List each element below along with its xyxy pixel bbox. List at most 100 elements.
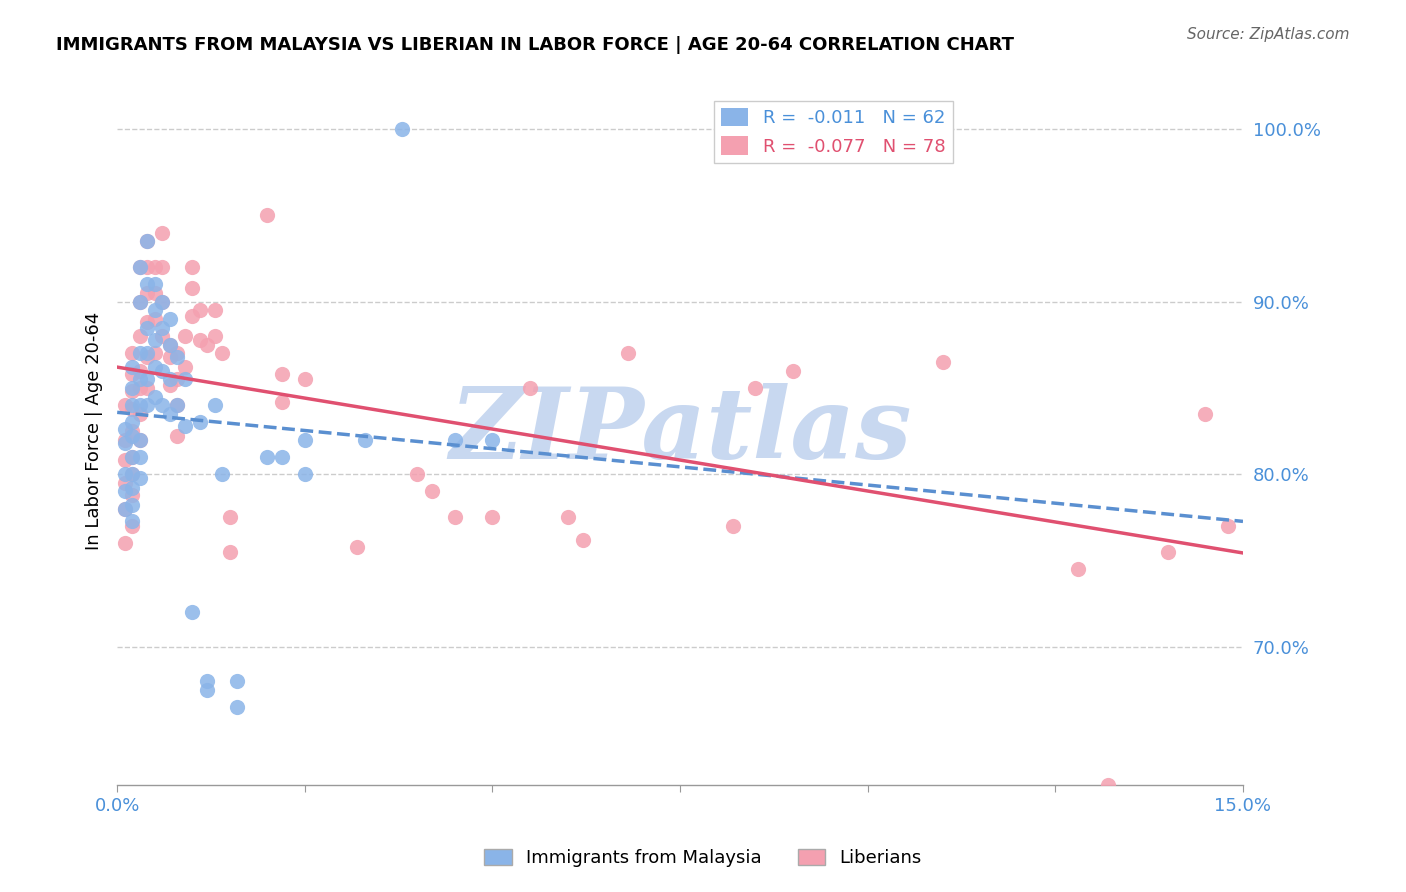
Immigrants from Malaysia — [181, 605, 204, 619]
Immigrants from Malaysia — [121, 450, 143, 464]
Liberians — [188, 303, 211, 318]
Immigrants from Malaysia — [150, 320, 173, 334]
Liberians — [557, 510, 579, 524]
Liberians — [932, 355, 955, 369]
Immigrants from Malaysia — [271, 450, 294, 464]
Immigrants from Malaysia — [226, 674, 249, 689]
Liberians — [181, 309, 204, 323]
Y-axis label: In Labor Force | Age 20-64: In Labor Force | Age 20-64 — [86, 312, 103, 550]
Liberians — [121, 384, 143, 399]
Immigrants from Malaysia — [166, 398, 188, 412]
Immigrants from Malaysia — [136, 398, 159, 412]
Liberians — [136, 381, 159, 395]
Immigrants from Malaysia — [150, 294, 173, 309]
Liberians — [406, 467, 429, 482]
Immigrants from Malaysia — [121, 498, 143, 512]
Liberians — [128, 364, 150, 378]
Liberians — [188, 333, 211, 347]
Liberians — [128, 407, 150, 421]
Liberians — [218, 545, 240, 559]
Immigrants from Malaysia — [121, 514, 143, 528]
Immigrants from Malaysia — [136, 320, 159, 334]
Liberians — [271, 394, 294, 409]
Immigrants from Malaysia — [121, 416, 143, 430]
Legend: Immigrants from Malaysia, Liberians: Immigrants from Malaysia, Liberians — [477, 841, 929, 874]
Liberians — [143, 260, 166, 275]
Liberians — [114, 475, 136, 490]
Liberians — [121, 488, 143, 502]
Immigrants from Malaysia — [128, 433, 150, 447]
Liberians — [121, 367, 143, 381]
Liberians — [181, 260, 204, 275]
Liberians — [128, 433, 150, 447]
Liberians — [256, 209, 278, 223]
Liberians — [195, 338, 218, 352]
Immigrants from Malaysia — [114, 436, 136, 450]
Immigrants from Malaysia — [391, 122, 413, 136]
Liberians — [136, 315, 159, 329]
Immigrants from Malaysia — [143, 333, 166, 347]
Liberians — [114, 433, 136, 447]
Liberians — [1194, 407, 1216, 421]
Liberians — [744, 381, 766, 395]
Immigrants from Malaysia — [150, 398, 173, 412]
Immigrants from Malaysia — [128, 450, 150, 464]
Liberians — [128, 381, 150, 395]
Liberians — [121, 401, 143, 416]
Immigrants from Malaysia — [143, 360, 166, 375]
Liberians — [204, 329, 226, 343]
Text: ZIPatlas: ZIPatlas — [449, 383, 911, 479]
Liberians — [1097, 778, 1119, 792]
Immigrants from Malaysia — [173, 418, 195, 433]
Liberians — [114, 501, 136, 516]
Immigrants from Malaysia — [188, 416, 211, 430]
Liberians — [136, 286, 159, 301]
Immigrants from Malaysia — [159, 407, 181, 421]
Liberians — [121, 424, 143, 438]
Liberians — [422, 484, 444, 499]
Immigrants from Malaysia — [121, 381, 143, 395]
Liberians — [159, 377, 181, 392]
Immigrants from Malaysia — [256, 450, 278, 464]
Immigrants from Malaysia — [354, 433, 377, 447]
Liberians — [128, 294, 150, 309]
Liberians — [481, 510, 503, 524]
Immigrants from Malaysia — [121, 429, 143, 443]
Liberians — [782, 364, 804, 378]
Immigrants from Malaysia — [128, 346, 150, 360]
Liberians — [121, 450, 143, 464]
Immigrants from Malaysia — [159, 338, 181, 352]
Liberians — [571, 533, 593, 547]
Liberians — [166, 429, 188, 443]
Text: Source: ZipAtlas.com: Source: ZipAtlas.com — [1187, 27, 1350, 42]
Immigrants from Malaysia — [294, 433, 316, 447]
Immigrants from Malaysia — [481, 433, 503, 447]
Liberians — [143, 286, 166, 301]
Liberians — [444, 510, 467, 524]
Liberians — [1216, 519, 1239, 533]
Liberians — [143, 346, 166, 360]
Immigrants from Malaysia — [159, 312, 181, 326]
Liberians — [204, 303, 226, 318]
Immigrants from Malaysia — [128, 372, 150, 386]
Immigrants from Malaysia — [195, 674, 218, 689]
Immigrants from Malaysia — [128, 471, 150, 485]
Immigrants from Malaysia — [195, 682, 218, 697]
Liberians — [173, 360, 195, 375]
Liberians — [1067, 562, 1090, 576]
Immigrants from Malaysia — [121, 360, 143, 375]
Liberians — [114, 536, 136, 550]
Immigrants from Malaysia — [114, 501, 136, 516]
Immigrants from Malaysia — [444, 433, 467, 447]
Liberians — [150, 294, 173, 309]
Liberians — [721, 519, 744, 533]
Immigrants from Malaysia — [136, 372, 159, 386]
Liberians — [150, 226, 173, 240]
Immigrants from Malaysia — [150, 364, 173, 378]
Liberians — [166, 346, 188, 360]
Liberians — [121, 467, 143, 482]
Immigrants from Malaysia — [136, 346, 159, 360]
Immigrants from Malaysia — [114, 467, 136, 482]
Immigrants from Malaysia — [204, 398, 226, 412]
Liberians — [166, 398, 188, 412]
